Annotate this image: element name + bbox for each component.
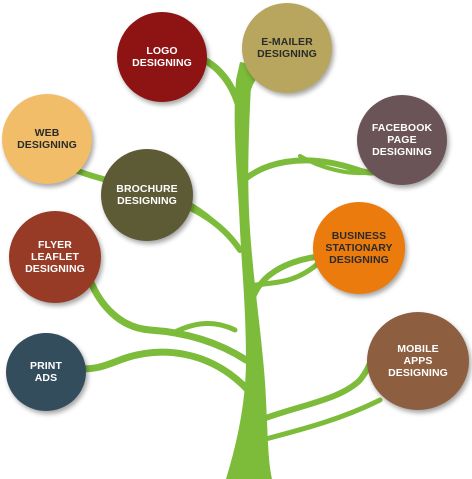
node-label: FACEBOOK PAGE DESIGNING [371, 122, 433, 158]
branch-business-2 [253, 259, 323, 288]
branch-business [249, 254, 318, 303]
node-label: LOGO DESIGNING [132, 45, 192, 69]
node-label: MOBILE APPS DESIGNING [388, 343, 448, 379]
branch-print [76, 348, 252, 394]
node-print-ads: PRINT ADS [6, 333, 86, 411]
node-emailer-designing: E-MAILER DESIGNING [242, 3, 332, 93]
node-business-stationary-designing: BUSINESS STATIONARY DESIGNING [313, 202, 405, 294]
node-facebook-page-designing: FACEBOOK PAGE DESIGNING [357, 95, 447, 185]
tree-trunk [226, 62, 272, 479]
node-label: WEB DESIGNING [17, 127, 77, 151]
node-web-designing: WEB DESIGNING [2, 94, 92, 184]
node-label: PRINT ADS [30, 360, 62, 384]
node-logo-designing: LOGO DESIGNING [117, 12, 207, 102]
node-brochure-designing: BROCHURE DESIGNING [101, 149, 193, 241]
node-label: E-MAILER DESIGNING [257, 36, 317, 60]
node-label: FLYER LEAFLET DESIGNING [25, 239, 85, 275]
branch-flyer-2 [172, 320, 238, 335]
branch-flyer [86, 276, 250, 364]
branch-mobile-2 [259, 397, 383, 443]
node-label: BUSINESS STATIONARY DESIGNING [325, 230, 393, 266]
node-flyer-leaflet-designing: FLYER LEAFLET DESIGNING [9, 211, 101, 303]
node-label: BROCHURE DESIGNING [116, 183, 178, 207]
node-mobile-apps-designing: MOBILE APPS DESIGNING [367, 312, 469, 410]
branch-facebook-leaf [298, 154, 374, 175]
